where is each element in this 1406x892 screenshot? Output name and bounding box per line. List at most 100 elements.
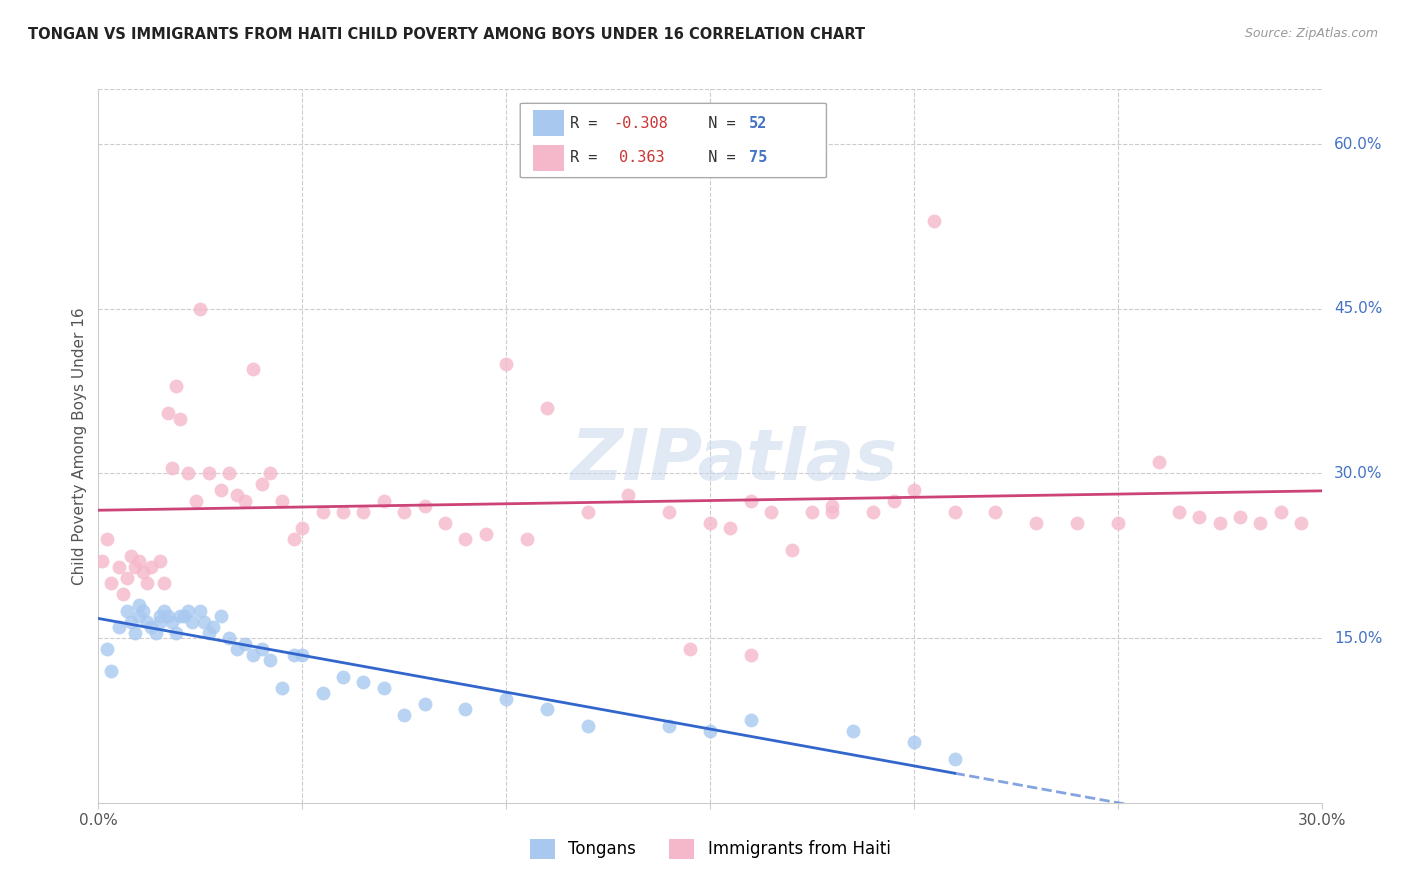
- Point: [658, 505, 681, 519]
- Text: 52: 52: [749, 116, 768, 130]
- Point: [679, 642, 702, 657]
- Text: ZIPatlas: ZIPatlas: [571, 425, 898, 495]
- Text: TONGAN VS IMMIGRANTS FROM HAITI CHILD POVERTY AMONG BOYS UNDER 16 CORRELATION CH: TONGAN VS IMMIGRANTS FROM HAITI CHILD PO…: [28, 27, 865, 42]
- Point: [124, 559, 146, 574]
- Point: [132, 604, 155, 618]
- Point: [1270, 505, 1292, 519]
- Point: [188, 604, 212, 618]
- Point: [96, 533, 118, 547]
- Point: [801, 137, 824, 152]
- Point: [156, 609, 179, 624]
- Point: [352, 505, 374, 519]
- Point: [718, 521, 742, 535]
- Point: [145, 625, 167, 640]
- Point: [312, 686, 335, 700]
- Point: [181, 615, 204, 629]
- Text: 45.0%: 45.0%: [1334, 301, 1382, 317]
- Point: [136, 576, 159, 591]
- Text: R =: R =: [569, 116, 606, 130]
- Point: [1249, 516, 1271, 530]
- Text: 60.0%: 60.0%: [1334, 136, 1382, 152]
- Point: [352, 675, 374, 690]
- Point: [434, 516, 457, 530]
- Point: [1147, 455, 1170, 469]
- Point: [226, 642, 249, 657]
- Point: [169, 609, 191, 624]
- Point: [495, 357, 517, 371]
- Point: [108, 559, 131, 574]
- Text: N =: N =: [690, 116, 745, 130]
- Point: [259, 653, 281, 667]
- Text: R =: R =: [569, 150, 616, 165]
- Text: 15.0%: 15.0%: [1334, 631, 1382, 646]
- Point: [169, 411, 191, 425]
- Legend: Tongans, Immigrants from Haiti: Tongans, Immigrants from Haiti: [523, 832, 897, 866]
- Point: [699, 516, 721, 530]
- Point: [474, 526, 498, 541]
- Point: [943, 505, 966, 519]
- Point: [226, 488, 249, 502]
- Point: [233, 494, 256, 508]
- Point: [1167, 505, 1189, 519]
- Text: 30.0%: 30.0%: [1334, 466, 1382, 481]
- Point: [209, 609, 232, 624]
- Point: [699, 724, 721, 739]
- Point: [186, 494, 208, 508]
- Point: [149, 554, 172, 568]
- Point: [201, 620, 224, 634]
- Point: [1025, 516, 1047, 530]
- Point: [136, 615, 159, 629]
- Point: [373, 681, 395, 695]
- Point: [516, 533, 538, 547]
- Point: [193, 615, 215, 629]
- Point: [152, 604, 174, 618]
- Point: [209, 483, 232, 497]
- Text: 75: 75: [749, 150, 768, 165]
- Point: [115, 571, 138, 585]
- Point: [536, 401, 558, 415]
- Point: [576, 719, 599, 733]
- Point: [740, 648, 762, 662]
- Point: [156, 406, 179, 420]
- Point: [242, 362, 264, 376]
- Point: [283, 533, 305, 547]
- Point: [197, 625, 219, 640]
- Point: [1229, 510, 1251, 524]
- Point: [218, 467, 240, 481]
- Point: [149, 615, 172, 629]
- Point: [740, 494, 762, 508]
- Text: N =: N =: [690, 150, 745, 165]
- Point: [91, 554, 114, 568]
- Point: [536, 702, 558, 716]
- Point: [141, 620, 163, 634]
- Point: [177, 604, 200, 618]
- Point: [149, 609, 172, 624]
- Point: [283, 648, 305, 662]
- Point: [495, 691, 517, 706]
- Point: [128, 598, 150, 612]
- Point: [801, 505, 824, 519]
- Point: [128, 554, 150, 568]
- Point: [780, 543, 803, 558]
- Point: [124, 625, 146, 640]
- Point: [392, 505, 416, 519]
- Point: [165, 378, 187, 392]
- Point: [413, 500, 436, 514]
- Point: [141, 559, 163, 574]
- Point: [312, 505, 335, 519]
- Point: [218, 631, 240, 645]
- Point: [1291, 516, 1313, 530]
- Point: [883, 494, 905, 508]
- Point: [903, 735, 925, 749]
- Point: [1209, 516, 1232, 530]
- Point: [373, 494, 395, 508]
- Point: [250, 477, 273, 491]
- Point: [617, 488, 640, 502]
- Point: [152, 576, 174, 591]
- Text: -0.308: -0.308: [613, 116, 668, 130]
- Point: [250, 642, 273, 657]
- Point: [115, 604, 138, 618]
- Point: [270, 494, 294, 508]
- Y-axis label: Child Poverty Among Boys Under 16: Child Poverty Among Boys Under 16: [72, 307, 87, 585]
- Point: [291, 521, 314, 535]
